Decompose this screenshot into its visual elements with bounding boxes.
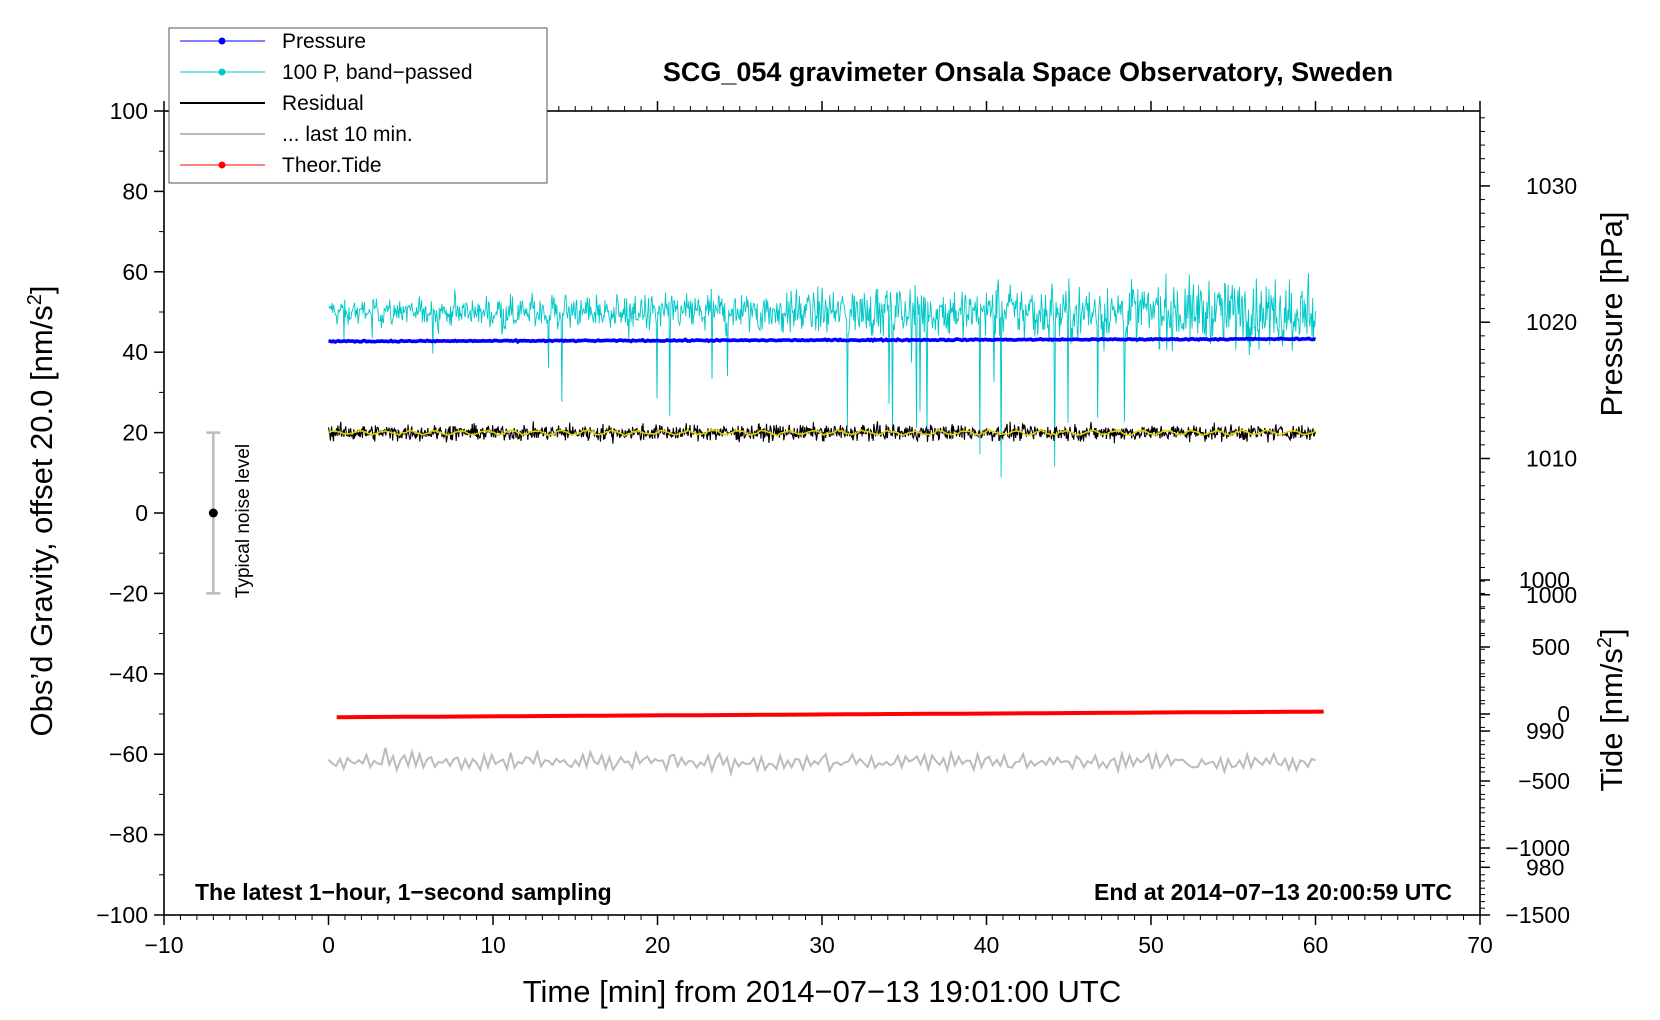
x-axis-title: Time [min] from 2014−07−13 19:01:00 UTC (523, 974, 1122, 1009)
series-residual-smoothed (328, 428, 1317, 438)
y-axis-title-tide: Tide [nm/s2] (1594, 628, 1629, 791)
x-tick-label: 10 (480, 932, 506, 958)
x-tick-label: 40 (974, 932, 1000, 958)
y-axis-title-gravity-close: ] (24, 285, 59, 294)
y-axis-title-gravity-sup: 2 (24, 294, 46, 305)
series-pressure (328, 336, 1317, 345)
y-axis-title-tide-sup: 2 (1594, 637, 1616, 648)
axis-tick-labels: −10 0 10 20 30 40 50 60 70−100−80−60−40−20020406… (96, 98, 1577, 958)
series-last-10-min (327, 747, 1316, 778)
tide-tick-label: 500 (1532, 634, 1570, 660)
tide-tick-label: −1500 (1505, 902, 1570, 928)
legend-label: ... last 10 min. (282, 123, 413, 146)
x-tick-label: 0 (322, 932, 335, 958)
y-tick-label: −20 (109, 580, 148, 606)
x-tick-label: 50 (1138, 932, 1164, 958)
noise-bar-center-dot (208, 508, 218, 518)
legend-box (168, 27, 548, 184)
series-layer (327, 273, 1324, 778)
x-tick-label: −10 (144, 932, 183, 958)
tide-tick-label: −500 (1518, 768, 1570, 794)
tide-tick-label: 1000 (1519, 567, 1570, 593)
x-tick-label: 60 (1303, 932, 1329, 958)
series-theoretical-tide (336, 709, 1324, 720)
legend-label: Pressure (282, 30, 366, 53)
pressure-tick-label: 1010 (1526, 445, 1577, 471)
y-axis-title-pressure: Pressure [hPa] (1594, 211, 1629, 416)
y-tick-label: −100 (96, 902, 148, 928)
x-tick-label: 20 (645, 932, 671, 958)
pressure-tick-label: 1020 (1526, 309, 1577, 335)
y-tick-label: 40 (122, 339, 148, 365)
series-band-passed-pressure (328, 273, 1316, 478)
y-axis-title-tide-text: Tide [nm/s (1594, 648, 1629, 792)
y-tick-label: 0 (135, 500, 148, 526)
legend-swatch-dot (218, 161, 226, 169)
y-tick-label: 20 (122, 420, 148, 446)
pressure-tick-label: 1030 (1526, 173, 1577, 199)
y-tick-label: 60 (122, 259, 148, 285)
x-tick-label: 70 (1467, 932, 1493, 958)
annotation-end-time: End at 2014−07−13 20:00:59 UTC (1094, 879, 1452, 905)
tide-tick-label: −1000 (1505, 835, 1570, 861)
legend: Pressure 100 P, band−passed Residual ... la… (168, 27, 548, 184)
pressure-tick-label: 1000 (1526, 582, 1577, 608)
legend-label: Residual (282, 92, 364, 115)
tide-tick-label: 0 (1557, 701, 1570, 727)
y-tick-label: 80 (122, 178, 148, 204)
y-tick-label: −40 (109, 661, 148, 687)
y-axis-title-tide-close: ] (1594, 628, 1629, 637)
chart-title: SCG_054 gravimeter Onsala Space Observat… (663, 57, 1393, 87)
y-axis-title-gravity-text: Obs’d Gravity, offset 20.0 [nm/s (24, 305, 59, 736)
y-axis-title-gravity: Obs’d Gravity, offset 20.0 [nm/s2] (24, 285, 59, 736)
x-tick-label: 30 (809, 932, 835, 958)
legend-label: Theor.Tide (282, 154, 382, 177)
y-tick-label: 100 (110, 98, 148, 124)
legend-entries: Pressure 100 P, band−passed Residual ... la… (180, 30, 473, 177)
annotation-sampling: The latest 1−hour, 1−second sampling (195, 879, 612, 905)
noise-level-label: Typical noise level (233, 444, 254, 598)
axis-ticks (154, 101, 1490, 925)
plot-frame (163, 110, 1481, 916)
legend-swatch-dot (218, 37, 226, 45)
series-residual (327, 421, 1317, 444)
y-tick-label: −80 (109, 822, 148, 848)
legend-label: 100 P, band−passed (282, 61, 473, 84)
legend-swatch-dot (218, 68, 226, 76)
pressure-tick-label: 980 (1526, 854, 1564, 880)
pressure-tick-label: 990 (1526, 718, 1564, 744)
noise-level-bar (206, 431, 221, 595)
y-tick-label: −60 (109, 741, 148, 767)
